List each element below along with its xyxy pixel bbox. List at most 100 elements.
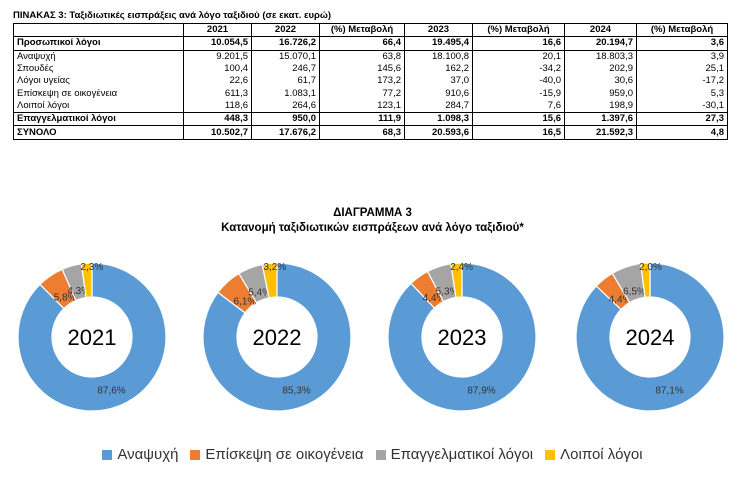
table-cell: -17,2	[636, 75, 728, 88]
table-cell: -30,1	[636, 99, 728, 113]
table-cell: 77,2	[319, 87, 405, 100]
table-cell: 123,1	[319, 99, 405, 113]
table-cell: 10.054,5	[183, 36, 252, 51]
table-cell: 173,2	[319, 75, 405, 88]
legend-item: Επαγγελματικοί λόγοι	[375, 446, 533, 463]
donut-year-label: 2022	[253, 325, 302, 350]
table-cell: 15,6	[472, 112, 565, 126]
donut-slice	[387, 262, 537, 412]
slice-label: 5,8%	[54, 292, 77, 303]
table-cell: 18.803,3	[564, 49, 637, 63]
table-cell: 1.083,1	[251, 87, 320, 100]
table-cell: 264,6	[251, 99, 320, 113]
table-cell: -40,0	[472, 75, 565, 88]
table-cell: 100,4	[183, 62, 252, 76]
table-row: Επίσκεψη σε οικογένεια 611,3 1.083,1 77,2 91…	[13, 87, 728, 100]
table-cell: 950,0	[251, 112, 320, 126]
table-row: Σπουδές 100,4 246,7 145,6 162,2 -34,2 202,9 25,…	[13, 62, 728, 76]
table-cell: 246,7	[251, 62, 320, 76]
header-cell	[13, 22, 184, 38]
legend-swatch	[545, 449, 556, 460]
table-header-row: 2021 2022 (%) Μεταβολή 2023 (%) Μεταβολή…	[13, 22, 728, 38]
table-cell: 162,2	[404, 62, 473, 76]
table-cell: 1.098,3	[404, 112, 473, 126]
table-cell: 16,6	[472, 36, 565, 51]
table-row: Λοιποί λόγοι 118,6 264,6 123,1 284,7 7,6 198,9…	[13, 99, 728, 113]
table-cell: 16,5	[472, 125, 565, 140]
donut-year-label: 2021	[68, 325, 117, 350]
row-label: Λόγοι υγείας	[13, 75, 184, 88]
slice-label: 5,4%	[248, 287, 271, 298]
slice-label: 4,3%	[67, 286, 90, 297]
table-row: Αναψυχή 9.201,5 15.070,1 63,8 18.100,8 20,1 18…	[13, 49, 728, 63]
slice-label: 85,3%	[282, 386, 310, 397]
table-cell: 448,3	[183, 112, 252, 126]
table-cell: 18.100,8	[404, 49, 473, 63]
slice-label: 6,1%	[234, 296, 257, 307]
table-cell: 66,4	[319, 36, 405, 51]
slice-label: 6,5%	[623, 287, 646, 298]
table-body: Προσωπικοί λόγοι 10.054,5 16.726,2 66,4 19.4…	[13, 36, 728, 140]
donut-slice	[450, 262, 463, 299]
table-row: ΣΥΝΟΛΟ 10.502,7 17.676,2 68,3 20.593,6 16,5 21…	[13, 125, 728, 140]
legend-label: Αναψυχή	[117, 446, 179, 463]
table-cell: 15.070,1	[251, 49, 320, 63]
table-cell: 61,7	[251, 75, 320, 88]
diagram-subtitle: Κατανομή ταξιδιωτικών εισπράξεων ανά λόγ…	[221, 222, 524, 234]
legend-item: Επίσκεψη σε οικογένεια	[190, 446, 364, 463]
legend-swatch	[375, 449, 386, 460]
table-cell: 145,6	[319, 62, 405, 76]
legend-item: Αναψυχή	[102, 446, 178, 463]
donut-slice	[202, 262, 352, 412]
table-cell: 20,1	[472, 49, 565, 63]
table-cell: 20.194,7	[564, 36, 637, 51]
slice-label: 87,1%	[655, 386, 683, 397]
slice-label: 2,0%	[639, 262, 662, 273]
donut-chart-2024: 87,1% 4,4%6,5% 2,0% 2024	[575, 262, 725, 412]
donut-year-label: 2024	[626, 325, 675, 350]
slice-label: 5,3%	[436, 286, 459, 297]
table-cell: 118,6	[183, 99, 252, 113]
diagram-title: ΔΙΑΓΡΑΜΜΑ 3	[333, 207, 412, 219]
legend-item: Λοιποί λόγοι	[545, 446, 643, 463]
donut-slice	[80, 262, 93, 299]
slice-label: 4,4%	[609, 294, 632, 305]
table-title: ΠΙΝΑΚΑΣ 3: Ταξιδιωτικές εισπράξεις ανά λ…	[13, 10, 332, 21]
table-cell: 19.495,4	[404, 36, 473, 51]
header-cell: 2021	[183, 22, 252, 38]
header-cell: (%) Μεταβολή	[319, 22, 405, 38]
donut-chart-2022: 85,3% 6,1%5,4% 3,2% 2022	[202, 262, 352, 412]
table-cell: 202,9	[564, 62, 637, 76]
table-cell: 284,7	[404, 99, 473, 113]
row-label: Επίσκεψη σε οικογένεια	[13, 87, 184, 100]
row-label: Σπουδές	[13, 62, 184, 76]
row-label: Αναψυχή	[13, 49, 184, 63]
table-cell: 63,8	[319, 49, 405, 63]
row-label: ΣΥΝΟΛΟ	[13, 125, 184, 140]
header-cell: (%) Μεταβολή	[636, 22, 728, 38]
legend-label: Λοιποί λόγοι	[560, 446, 643, 463]
table-cell: -15,9	[472, 87, 565, 100]
slice-label: 3,2%	[263, 262, 286, 273]
row-label: Προσωπικοί λόγοι	[13, 36, 184, 51]
table-cell: -34,2	[472, 62, 565, 76]
table-cell: 27,3	[636, 112, 728, 126]
chart-legend: Αναψυχή Επίσκεψη σε οικογένεια Επαγγελματι…	[0, 446, 745, 463]
table-cell: 3,6	[636, 36, 728, 51]
table-cell: 37,0	[404, 75, 473, 88]
receipts-table: 2021 2022 (%) Μεταβολή 2023 (%) Μεταβολή…	[13, 22, 728, 140]
table-cell: 30,6	[564, 75, 637, 88]
table-cell: 959,0	[564, 87, 637, 100]
table-cell: 20.593,6	[404, 125, 473, 140]
slice-label: 4,4%	[423, 293, 446, 304]
legend-swatch	[102, 449, 113, 460]
table-row: Προσωπικοί λόγοι 10.054,5 16.726,2 66,4 19.4…	[13, 36, 728, 51]
table-cell: 3,9	[636, 49, 728, 63]
table-cell: 22,6	[183, 75, 252, 88]
table-cell: 17.676,2	[251, 125, 320, 140]
header-cell: 2023	[404, 22, 473, 38]
header-cell: 2022	[251, 22, 320, 38]
donut-slice	[575, 262, 725, 412]
table-cell: 611,3	[183, 87, 252, 100]
table-row: Επαγγελματικοί λόγοι 448,3 950,0 111,9 1.098…	[13, 112, 728, 126]
